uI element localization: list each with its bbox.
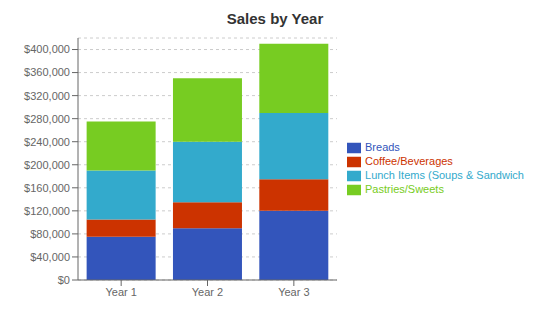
svg-text:Year 2: Year 2: [192, 286, 223, 298]
html-text:Sales by Year: Sales by Year: [226, 10, 324, 27]
html-text:Coffee/Beverages: Coffee/Beverages: [365, 154, 453, 167]
svg-text:$360,000: $360,000: [24, 66, 70, 78]
html-text:Lunch Items (Soups & Sandwich: Lunch Items (Soups & Sandwich: [365, 169, 524, 181]
svg-text:Year 1: Year 1: [105, 286, 136, 298]
svg-text:$40,000: $40,000: [30, 251, 70, 263]
svg-text:$280,000: $280,000: [24, 113, 70, 125]
svg-text:$0: $0: [58, 274, 70, 286]
svg-text:$80,000: $80,000: [30, 228, 70, 240]
svg-text:$160,000: $160,000: [24, 182, 70, 194]
svg-text:$200,000: $200,000: [24, 159, 70, 171]
svg-text:$120,000: $120,000: [24, 205, 70, 217]
html-text:Breads: Breads: [365, 140, 400, 153]
html-text:Pastries/Sweets: Pastries/Sweets: [365, 183, 444, 196]
svg-text:$240,000: $240,000: [24, 136, 70, 148]
svg-text:Year 3: Year 3: [278, 286, 309, 298]
svg-text:$320,000: $320,000: [24, 90, 70, 102]
svg-text:$400,000: $400,000: [24, 43, 70, 55]
